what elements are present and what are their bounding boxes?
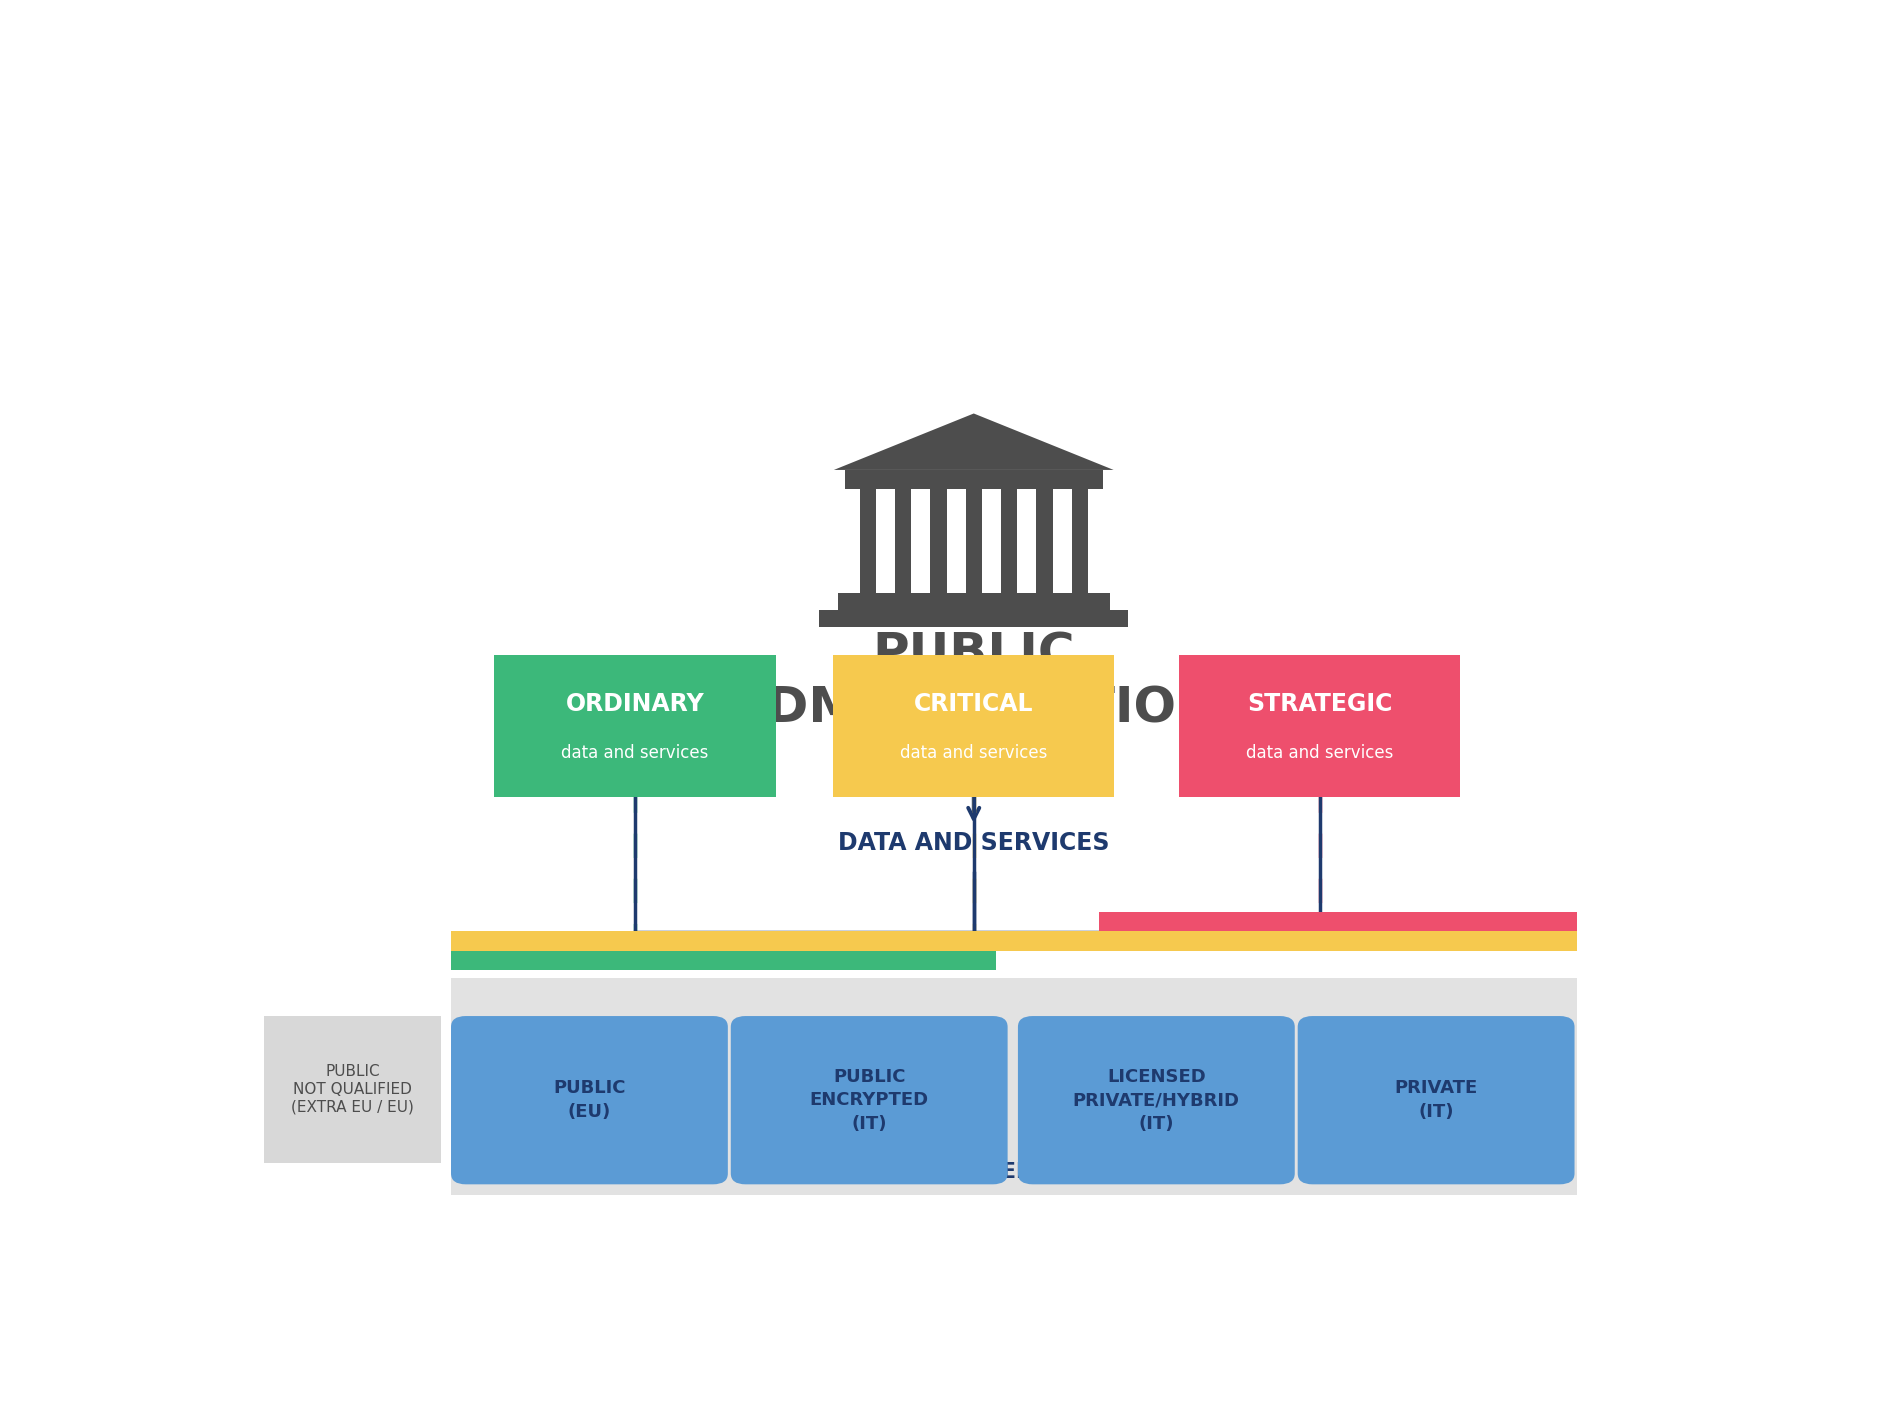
FancyBboxPatch shape <box>1298 1017 1575 1184</box>
FancyBboxPatch shape <box>819 611 1129 627</box>
FancyBboxPatch shape <box>1001 489 1017 592</box>
Text: PRIVATE
(IT): PRIVATE (IT) <box>1395 1080 1478 1121</box>
Text: data and services: data and services <box>560 744 709 761</box>
FancyBboxPatch shape <box>494 654 775 797</box>
Text: CRITICAL: CRITICAL <box>914 692 1034 716</box>
FancyBboxPatch shape <box>450 932 1577 950</box>
FancyBboxPatch shape <box>732 1017 1007 1184</box>
Text: DATA AND SERVICES: DATA AND SERVICES <box>838 832 1110 856</box>
FancyBboxPatch shape <box>832 654 1115 797</box>
Text: ORDINARY: ORDINARY <box>566 692 705 716</box>
FancyBboxPatch shape <box>1180 654 1461 797</box>
Text: LICENSED
PRIVATE/HYBRID
(IT): LICENSED PRIVATE/HYBRID (IT) <box>1074 1067 1241 1132</box>
FancyBboxPatch shape <box>931 489 946 592</box>
FancyBboxPatch shape <box>838 592 1110 611</box>
Text: PUBLIC
NOT QUALIFIED
(EXTRA EU / EU): PUBLIC NOT QUALIFIED (EXTRA EU / EU) <box>291 1065 414 1114</box>
Text: STRATEGIC: STRATEGIC <box>1246 692 1393 716</box>
Polygon shape <box>834 413 1113 470</box>
FancyBboxPatch shape <box>965 489 982 592</box>
FancyBboxPatch shape <box>1018 1017 1294 1184</box>
FancyBboxPatch shape <box>859 489 876 592</box>
FancyBboxPatch shape <box>450 1017 728 1184</box>
Text: QUALIFIED CLOUD: QUALIFIED CLOUD <box>908 1162 1119 1182</box>
FancyBboxPatch shape <box>264 1017 441 1163</box>
Text: PUBLIC
ENCRYPTED
(IT): PUBLIC ENCRYPTED (IT) <box>809 1067 929 1132</box>
FancyBboxPatch shape <box>1036 489 1053 592</box>
FancyBboxPatch shape <box>1098 912 1577 932</box>
Text: PUBLIC
(EU): PUBLIC (EU) <box>553 1080 625 1121</box>
Text: PUBLIC
ADMINISTRATION: PUBLIC ADMINISTRATION <box>730 630 1218 732</box>
FancyBboxPatch shape <box>1072 489 1089 592</box>
FancyBboxPatch shape <box>895 489 912 592</box>
Text: data and services: data and services <box>901 744 1047 761</box>
FancyBboxPatch shape <box>450 950 996 970</box>
Text: data and services: data and services <box>1246 744 1393 761</box>
FancyBboxPatch shape <box>450 979 1577 1196</box>
FancyBboxPatch shape <box>846 470 1102 489</box>
